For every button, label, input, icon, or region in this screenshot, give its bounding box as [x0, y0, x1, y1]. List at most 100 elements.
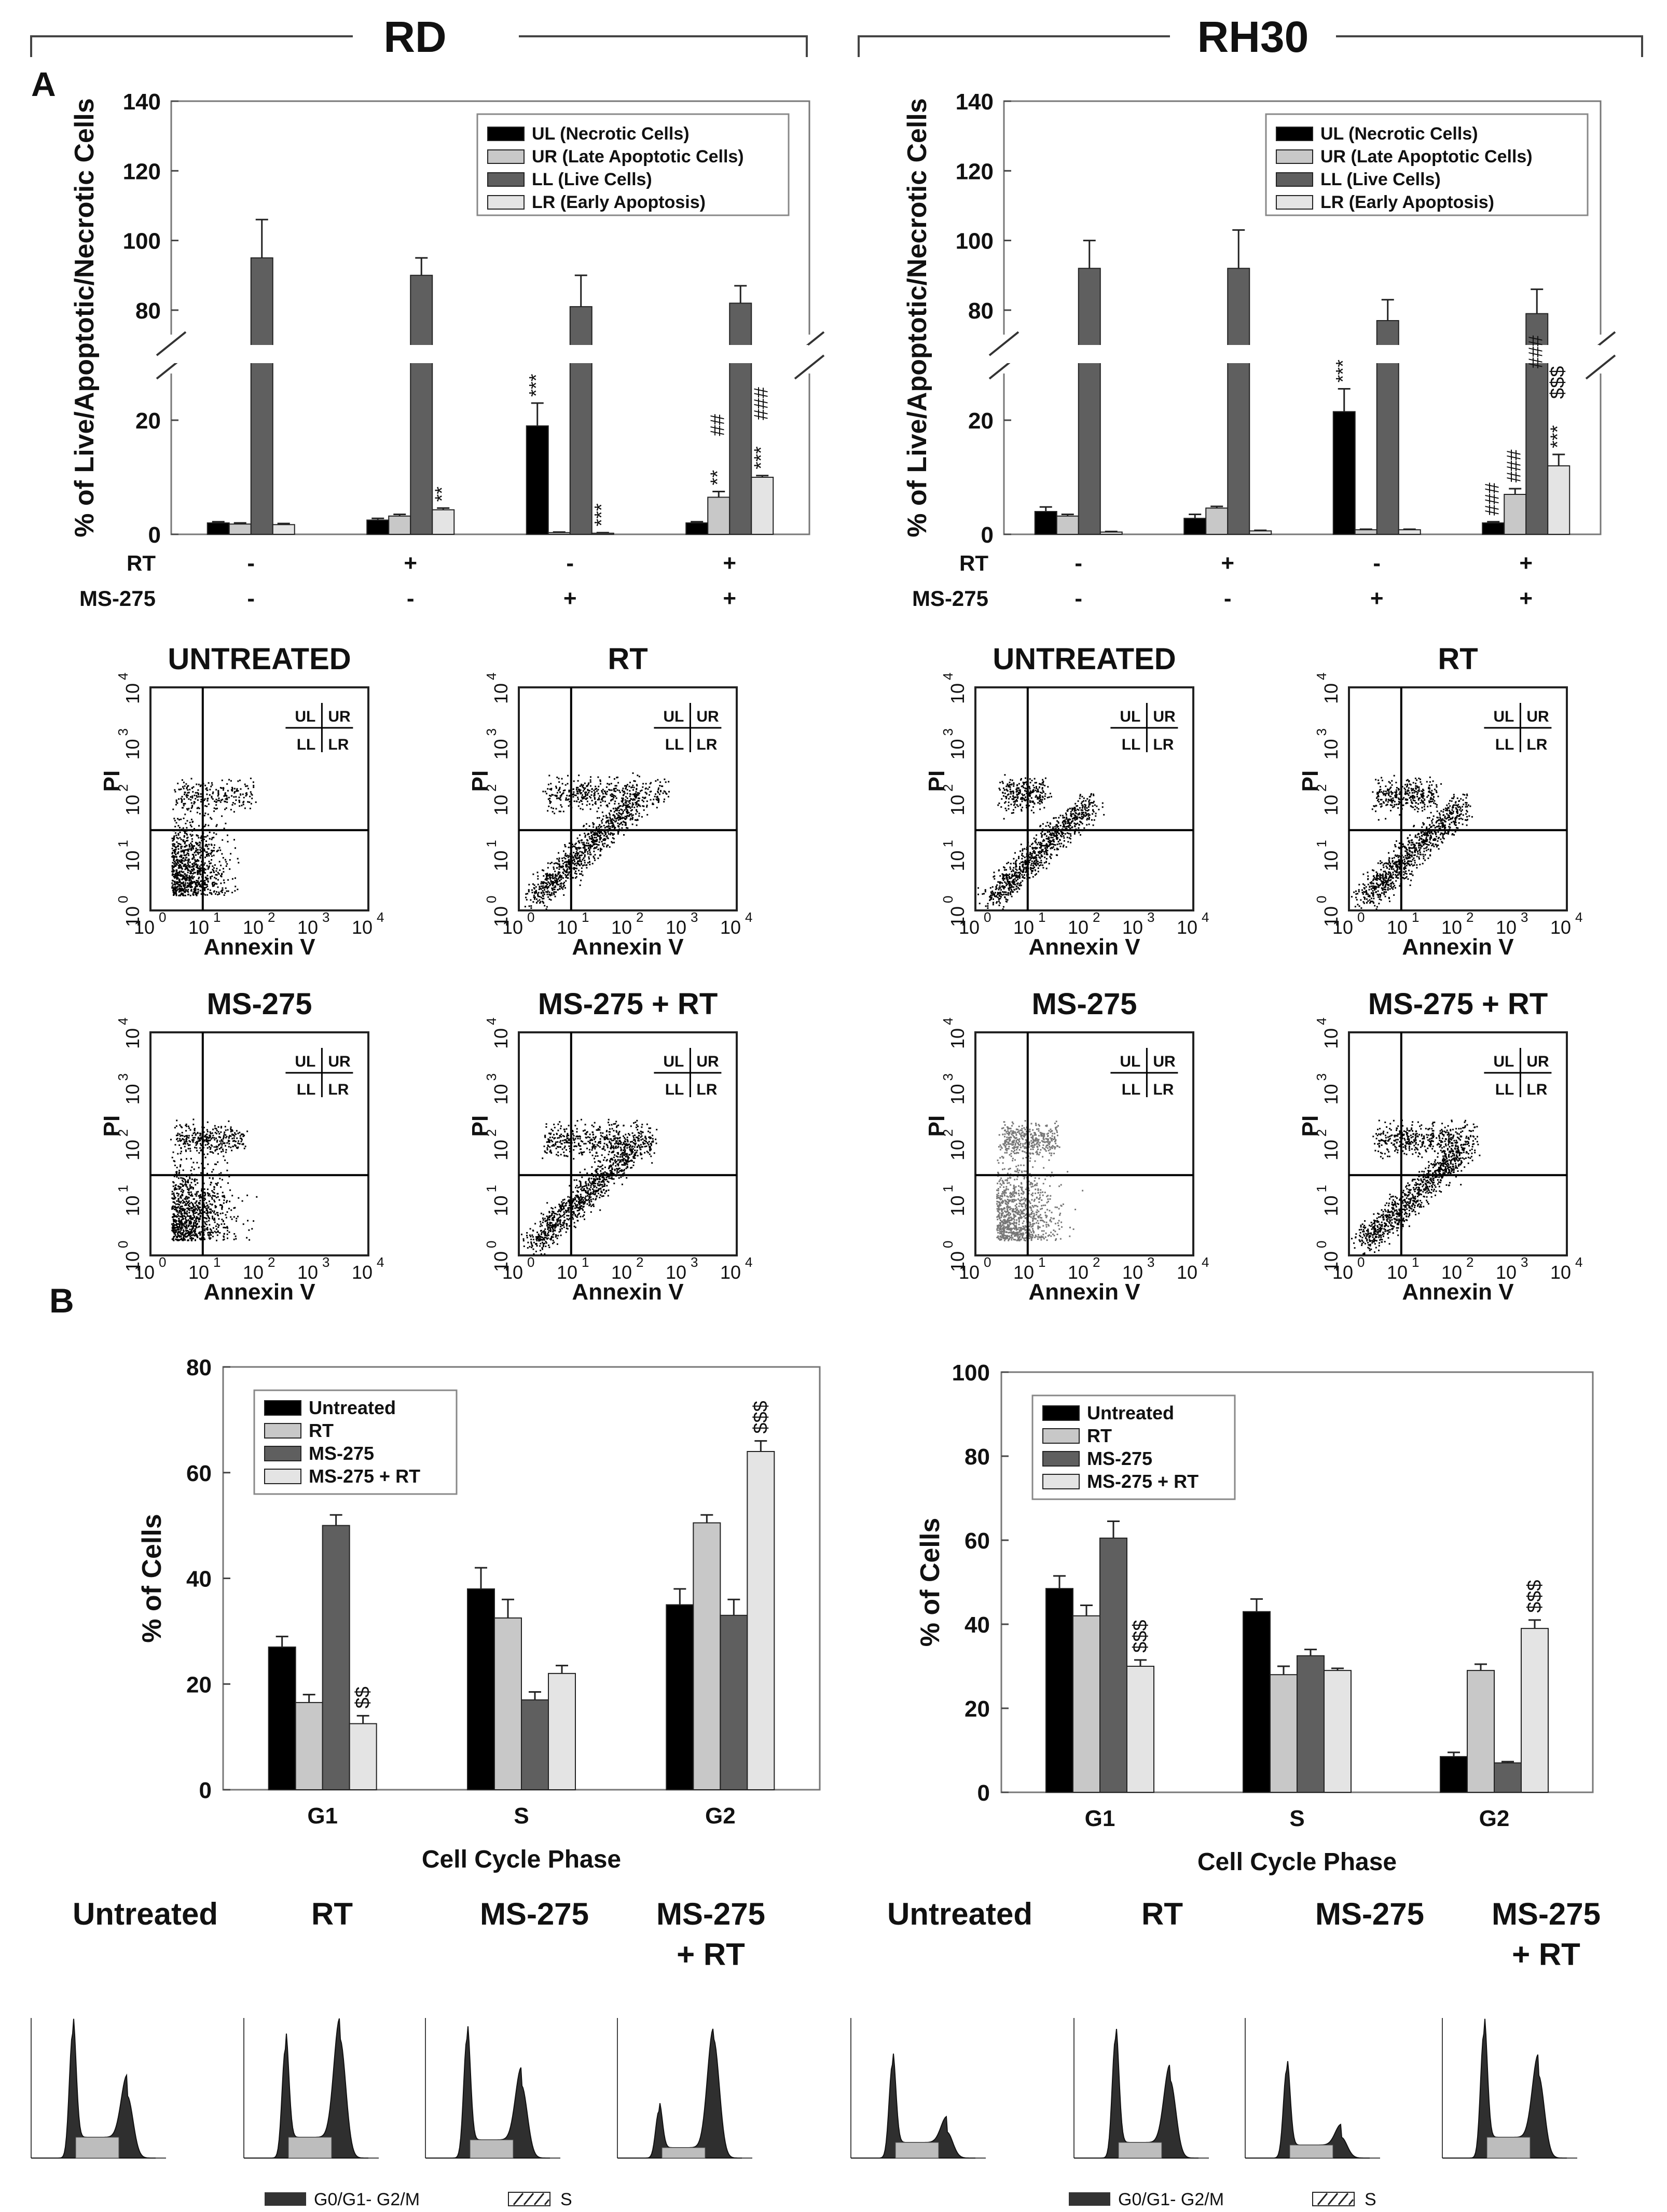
break-band — [172, 345, 808, 363]
x-tick-label: 10 — [243, 1262, 264, 1283]
bar — [228, 523, 252, 535]
y-tick-exponent: 0 — [484, 1241, 499, 1248]
x-tick-exponent: 2 — [1093, 1254, 1100, 1270]
y-tick-label: 10 — [122, 906, 143, 927]
significance-mark: *** — [591, 503, 613, 527]
histogram-legend: G0/G1- G2/M S — [265, 2190, 572, 2209]
y-tick-exponent: 4 — [115, 1018, 131, 1025]
y-tick-label: 100 — [956, 229, 994, 254]
legend-label: S — [560, 2190, 572, 2209]
histogram-title: + RT — [1512, 1937, 1580, 1972]
x-tick-exponent: 3 — [1147, 1254, 1154, 1270]
significance-mark: *** — [526, 374, 547, 397]
y-tick-exponent: 3 — [1314, 728, 1329, 736]
bar — [1227, 268, 1250, 535]
bar — [1099, 1537, 1127, 1793]
legend-swatch — [1276, 172, 1313, 187]
flow-panel-title: MS-275 + RT — [1368, 987, 1548, 1021]
y-tick-label: 80 — [968, 298, 994, 324]
y-tick-exponent: 0 — [484, 896, 499, 903]
quadrant-key-label: UR — [328, 708, 351, 725]
legend-label: LL (Live Cells) — [1320, 170, 1441, 189]
y-tick-exponent: 0 — [115, 1241, 131, 1248]
bar — [747, 1451, 775, 1790]
histogram-panel: MS-275 + RT — [1442, 1897, 1601, 2159]
y-tick-exponent: 3 — [484, 1073, 499, 1081]
y-tick-exponent: 3 — [115, 728, 131, 736]
bar — [1045, 1588, 1073, 1793]
quadrant-key-label: UR — [1526, 1053, 1549, 1070]
y-tick-label: 100 — [952, 1360, 990, 1386]
legend: UL (Necrotic Cells) UR (Late Apoptotic Ce… — [476, 113, 790, 216]
treatment-sign: - — [247, 586, 255, 611]
legend-label: LR (Early Apoptosis) — [1320, 192, 1494, 212]
x-tick-exponent: 1 — [1412, 1254, 1419, 1270]
x-tick-exponent: 2 — [636, 909, 643, 925]
y-tick-exponent: 4 — [484, 673, 499, 680]
treatment-sign: + — [404, 550, 417, 576]
legend-label: G0/G1- G2/M — [1118, 2190, 1224, 2209]
x-tick-exponent: 3 — [1521, 909, 1528, 925]
bar — [349, 1723, 377, 1790]
legend-hatch — [513, 2193, 550, 2205]
y-tick-exponent: 3 — [484, 728, 499, 736]
x-tick-exponent: 1 — [582, 909, 589, 925]
treatment-sign: - — [566, 550, 574, 576]
bar — [494, 1617, 522, 1790]
flow-panel-title: RT — [608, 642, 647, 676]
quadrant-key-label: UL — [295, 1053, 315, 1070]
significance-mark: $$$ — [1524, 1580, 1546, 1612]
bar — [1270, 1674, 1298, 1793]
x-tick-label: 10 — [352, 917, 373, 938]
y-tick-label: 10 — [122, 1084, 143, 1104]
quadrant-key-label: UL — [663, 708, 684, 725]
legend: UL (Necrotic Cells) UR (Late Apoptotic Ce… — [1265, 113, 1589, 216]
x-tick-exponent: 4 — [377, 909, 384, 925]
quadrant-key-label: LR — [328, 1081, 349, 1098]
x-tick-label: 10 — [1013, 917, 1034, 938]
x-tick-exponent: 2 — [1466, 909, 1473, 925]
x-tick-exponent: 2 — [636, 1254, 643, 1270]
x-tick-label: 10 — [1013, 1262, 1034, 1283]
significance-mark: ### — [750, 387, 772, 420]
y-axis-label: PI — [1298, 770, 1323, 792]
x-tick-label: 10 — [1550, 917, 1571, 938]
histogram-title: MS-275 — [480, 1897, 589, 1931]
bar — [1034, 511, 1057, 535]
y-tick-label: 10 — [122, 795, 143, 815]
axis-break-mark — [988, 331, 1020, 356]
flow-panel-title: MS-275 — [1031, 987, 1137, 1021]
y-tick-exponent: 2 — [484, 1129, 499, 1137]
histogram-peaks — [425, 2026, 550, 2159]
legend-swatch — [487, 149, 525, 164]
y-axis-label: PI — [1298, 1115, 1323, 1137]
y-tick-label: 20 — [186, 1672, 212, 1697]
y-tick-exponent: 2 — [115, 784, 131, 792]
quadrant-key-label: UL — [663, 1053, 684, 1070]
quadrant-key-label: UR — [1153, 708, 1176, 725]
y-axis-label: % of Live/Apoptotic/Necrotic Cells — [70, 98, 100, 537]
x-tick-exponent: 4 — [745, 909, 752, 925]
scatter-dots — [524, 772, 670, 910]
flow-panel-title: UNTREATED — [993, 642, 1176, 676]
x-tick-label: 10 — [720, 1262, 741, 1283]
y-tick-label: 10 — [947, 850, 968, 871]
x-tick-label: 10 — [1332, 917, 1353, 938]
y-tick-exponent: 0 — [1314, 1241, 1329, 1248]
histogram-panel: MS-275 — [1245, 1897, 1424, 2159]
x-axis-label: Annexin V — [203, 1279, 315, 1305]
x-axis-label: Annexin V — [1402, 1279, 1514, 1305]
x-axis-label: Annexin V — [1028, 934, 1140, 960]
flow-plot-frame — [149, 1031, 369, 1256]
histogram-panel: Untreated — [31, 1897, 218, 2159]
x-tick-label: 10 — [959, 1262, 980, 1283]
bar — [751, 477, 774, 535]
x-tick-label: G1 — [1085, 1806, 1115, 1831]
y-tick-exponent: 1 — [1314, 1185, 1329, 1192]
y-tick-label: 10 — [947, 683, 968, 704]
significance-mark: ** — [707, 470, 728, 486]
